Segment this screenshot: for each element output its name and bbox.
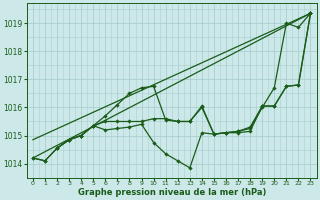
X-axis label: Graphe pression niveau de la mer (hPa): Graphe pression niveau de la mer (hPa) bbox=[77, 188, 266, 197]
